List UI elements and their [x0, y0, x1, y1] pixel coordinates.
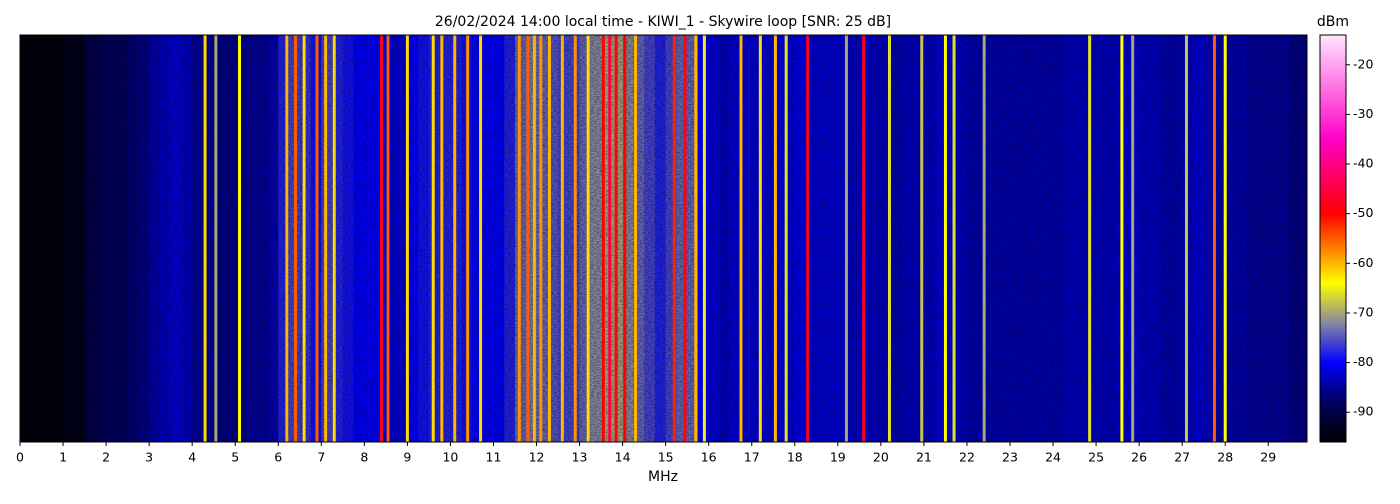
x-tick-label: 14 [615, 450, 631, 465]
signal-line [634, 35, 638, 442]
colorbar-label: dBm [1317, 14, 1349, 30]
x-tick-label: 23 [1002, 450, 1018, 465]
signal-line [773, 35, 777, 442]
signal-line [453, 35, 457, 442]
colorbar [1319, 34, 1347, 443]
signal-line [526, 35, 530, 442]
x-tick-label: 24 [1045, 450, 1061, 465]
x-tick-label: 26 [1131, 450, 1147, 465]
signal-line [601, 35, 605, 442]
signal-line [517, 35, 521, 442]
x-tick-label: 27 [1174, 450, 1190, 465]
signal-line [1212, 35, 1216, 442]
signal-line [702, 35, 706, 442]
signal-line [285, 35, 289, 442]
colorbar-tick-label: -70 [1353, 304, 1373, 319]
x-tick-label: 25 [1088, 450, 1104, 465]
signal-line [952, 35, 956, 442]
signal-line [694, 35, 698, 442]
x-tick-label: 21 [916, 450, 932, 465]
plot-frame [19, 34, 1308, 443]
signal-line [672, 35, 676, 442]
signal-line [887, 35, 891, 442]
signal-line [1184, 35, 1188, 442]
signal-line [1223, 35, 1227, 442]
x-tick-label: 3 [145, 450, 153, 465]
signal-line [844, 35, 848, 442]
signal-line [386, 35, 390, 442]
plot-area [20, 35, 1308, 442]
chart-title: 26/02/2024 14:00 local time - KIWI_1 - S… [435, 14, 891, 30]
signal-line [315, 35, 319, 442]
x-tick-label: 11 [486, 450, 502, 465]
colorbar-tick-label: -20 [1353, 56, 1373, 71]
colorbar-tick-label: -80 [1353, 354, 1373, 369]
x-tick-label: 1 [59, 450, 67, 465]
x-axis-label: MHz [648, 469, 678, 485]
signal-line [1131, 35, 1135, 442]
signal-line [405, 35, 409, 442]
signal-line [1120, 35, 1124, 442]
signal-line [862, 35, 866, 442]
signal-line [758, 35, 762, 442]
x-tick-label: 20 [873, 450, 889, 465]
colorbar-tick-label: -30 [1353, 106, 1373, 121]
signal-line [560, 35, 564, 442]
colorbar-tick-label: -90 [1353, 404, 1373, 419]
x-tick-label: 7 [317, 450, 325, 465]
x-tick-label: 4 [188, 450, 196, 465]
signal-line [608, 35, 612, 442]
colorbar-tick-label: -40 [1353, 156, 1373, 171]
x-tick-label: 19 [830, 450, 846, 465]
signal-line [784, 35, 788, 442]
signal-line [586, 35, 590, 442]
signal-line [573, 35, 577, 442]
x-tick-label: 6 [274, 450, 282, 465]
colorbar-tick-label: -50 [1353, 205, 1373, 220]
signal-line [982, 35, 986, 442]
signal-line [806, 35, 810, 442]
signal-line [532, 35, 536, 442]
x-tick-label: 16 [701, 450, 717, 465]
x-tick-label: 28 [1217, 450, 1233, 465]
x-tick-label: 2 [102, 450, 110, 465]
x-tick-label: 10 [442, 450, 458, 465]
noise-texture [20, 35, 1307, 442]
x-tick-label: 13 [572, 450, 588, 465]
x-tick-label: 5 [231, 450, 239, 465]
signal-line [466, 35, 470, 442]
x-tick-label: 12 [529, 450, 545, 465]
signal-line [380, 35, 384, 442]
signal-line [440, 35, 444, 442]
signal-line [293, 35, 297, 442]
x-tick-label: 29 [1260, 450, 1276, 465]
signal-line [614, 35, 618, 442]
signal-line [479, 35, 483, 442]
signal-line [547, 35, 551, 442]
signal-line [683, 35, 687, 442]
signal-line [214, 35, 218, 442]
signal-line [623, 35, 627, 442]
signal-line [332, 35, 336, 442]
signal-line [302, 35, 306, 442]
signal-line [539, 35, 543, 442]
x-tick-label: 0 [16, 450, 24, 465]
x-tick-label: 9 [403, 450, 411, 465]
signal-line [431, 35, 435, 442]
signal-line [203, 35, 207, 442]
x-tick-label: 18 [787, 450, 803, 465]
signal-line [238, 35, 242, 442]
signal-line [943, 35, 947, 442]
signal-line [739, 35, 743, 442]
x-tick-label: 8 [360, 450, 368, 465]
signal-line [1088, 35, 1092, 442]
x-tick-label: 17 [744, 450, 760, 465]
signal-line [324, 35, 328, 442]
signal-line [920, 35, 924, 442]
x-tick-label: 15 [658, 450, 674, 465]
x-tick-label: 22 [959, 450, 975, 465]
colorbar-tick-label: -60 [1353, 255, 1373, 270]
